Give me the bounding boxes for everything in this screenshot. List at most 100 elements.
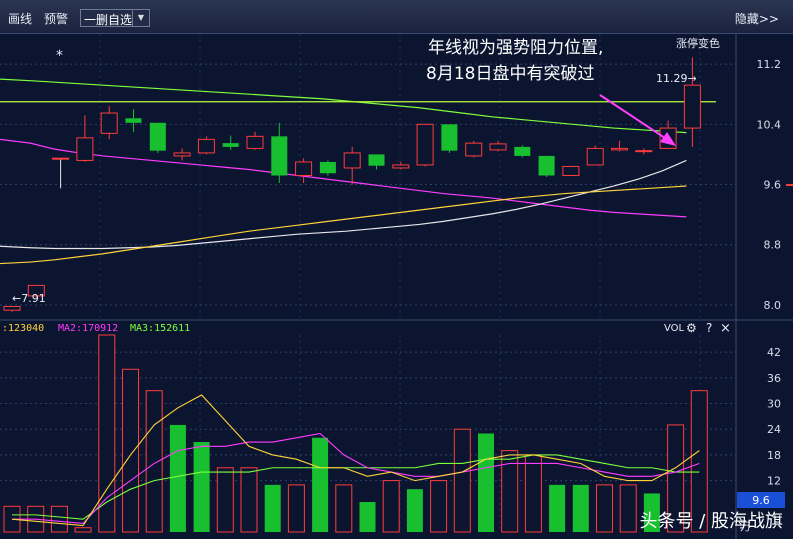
candle-body-up <box>611 147 628 151</box>
candle <box>246 131 264 150</box>
candle <box>27 284 45 297</box>
candle-body-up <box>416 123 434 166</box>
candle <box>173 148 191 161</box>
volume-bar-up <box>382 480 400 533</box>
volume-bar-up <box>287 484 305 533</box>
candle <box>295 158 313 184</box>
annotation-line-1: 年线视为强势阻力位置, <box>428 38 604 58</box>
candle-body-down <box>368 154 385 166</box>
volume-tick-label: 36 <box>767 372 781 385</box>
volume-ma-label: MA3:152611 <box>130 323 190 334</box>
price-panel: 涨停变色 11.29→ ←7.91 * <box>0 36 793 312</box>
candle-body-down <box>222 143 239 147</box>
candle-body-down <box>538 155 555 176</box>
volume-tick-label: 42 <box>767 346 781 359</box>
candle-body-up <box>52 157 70 160</box>
star-marker: * <box>56 48 63 64</box>
candle <box>76 115 94 162</box>
candle-body-up <box>586 147 604 166</box>
high-price-marker: 11.29→ <box>656 72 697 85</box>
candle <box>538 155 555 177</box>
help-icon[interactable]: ? <box>706 321 712 335</box>
volume-bar-up <box>596 484 613 533</box>
candle <box>416 123 434 167</box>
chevron-down-icon[interactable]: ▼ <box>132 10 149 26</box>
candle-body-down <box>514 146 531 156</box>
candle-body-up <box>465 142 483 157</box>
candle-body-up <box>3 305 21 311</box>
price-tick-label: 10.4 <box>757 118 782 131</box>
cursor-value: 9.6 <box>752 494 770 507</box>
draw-line-button[interactable]: 画线 <box>8 12 33 26</box>
ma-magenta-line <box>0 138 687 218</box>
candle <box>392 161 410 170</box>
price-tick-label: 9.6 <box>764 179 782 192</box>
volume-bar-down <box>193 442 210 532</box>
volume-bar-up <box>50 505 68 533</box>
candle-body-down <box>441 124 458 151</box>
candle-body-up <box>100 112 118 134</box>
volume-bar-down <box>406 489 423 532</box>
candle <box>465 140 483 158</box>
candle-body-up <box>173 152 191 157</box>
volume-tick-label: 30 <box>767 398 781 411</box>
volume-unit-label: 万 <box>740 520 751 533</box>
ma-green-line <box>0 78 687 134</box>
volume-bar-up <box>501 450 519 533</box>
volume-bar-up <box>216 467 234 533</box>
cursor-value-box <box>737 492 785 508</box>
volume-bar-up <box>690 390 708 533</box>
candle-body-up <box>635 150 653 153</box>
candle-body-down <box>319 161 336 174</box>
candle-body-up <box>562 165 580 176</box>
low-price-marker: ←7.91 <box>12 292 46 305</box>
candle <box>368 154 385 170</box>
volume-bar-up <box>667 424 685 533</box>
candle-body-down <box>271 136 288 176</box>
candle <box>319 160 336 176</box>
candle-body-up <box>246 135 264 149</box>
candle-body-up <box>295 161 313 176</box>
candle <box>197 136 215 155</box>
price-tick-label: 8.0 <box>764 299 782 312</box>
gear-icon[interactable]: ⚙ <box>686 321 697 335</box>
candle <box>222 135 239 150</box>
price-tick-label: 8.8 <box>764 239 782 252</box>
watermark: 头条号 / 股海战旗 <box>639 511 783 532</box>
vol-label: VOL <box>664 323 685 334</box>
volume-bar-down <box>359 502 376 532</box>
candle <box>52 157 70 189</box>
watchlist-select[interactable]: 一删自选 ▼ <box>80 9 150 27</box>
volume-bar-up <box>524 454 542 533</box>
ma-white-line <box>0 159 687 250</box>
volume-panel: :123040 MA2:170912 MA3:152611 VOL ⚙? × <box>2 321 731 533</box>
volume-bar-up <box>453 428 471 533</box>
candle-body-up <box>343 152 361 169</box>
annotation-line-2: 8月18日盘中有突破过 <box>426 64 595 84</box>
candle-body-down <box>125 118 142 123</box>
candle <box>3 305 21 312</box>
volume-tick-label: 12 <box>767 475 781 488</box>
volume-bar-up <box>430 480 448 533</box>
candle-body-down <box>149 122 166 151</box>
close-icon[interactable]: × <box>720 321 731 336</box>
candle <box>635 148 653 155</box>
volume-tick-label: 18 <box>767 449 781 462</box>
candle-body-up <box>683 84 701 129</box>
limit-up-color-label: 涨停变色 <box>676 36 720 50</box>
volume-bar-up <box>240 467 258 533</box>
candle <box>683 57 701 147</box>
candle <box>611 140 628 152</box>
toolbar: 画线 预警 一删自选 ▼ 隐藏>> <box>0 0 793 34</box>
volume-ma-label: MA2:170912 <box>58 323 118 334</box>
volume-bar-down <box>312 437 329 532</box>
alert-button[interactable]: 预警 <box>44 12 69 26</box>
hide-button[interactable]: 隐藏>> <box>734 12 779 26</box>
watchlist-select-value: 一删自选 <box>84 13 133 27</box>
candle <box>100 106 118 140</box>
candle-body-up <box>489 143 507 151</box>
volume-bar-down <box>549 484 566 532</box>
candle-body-up <box>197 138 215 154</box>
volume-bar-up <box>122 368 139 533</box>
